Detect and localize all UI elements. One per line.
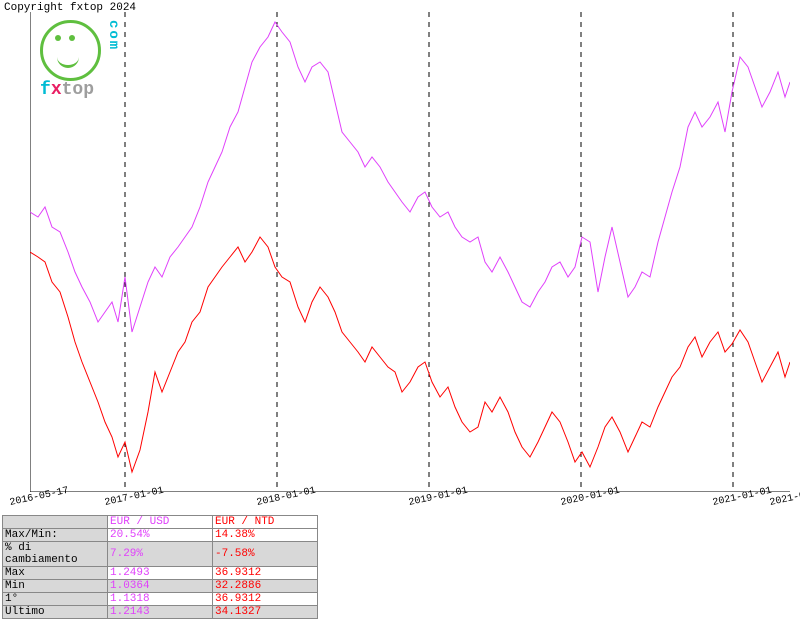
row-ntd-value: 32.2886 (213, 580, 318, 593)
row-label: Max (3, 567, 108, 580)
row-label: % di cambiamento (3, 542, 108, 567)
row-ntd-value: 34.1327 (213, 606, 318, 619)
table-row: Ultimo1.214334.1327 (3, 606, 318, 619)
row-ntd-value: -7.58% (213, 542, 318, 567)
row-ntd-value: 36.9312 (213, 567, 318, 580)
table-row: Max1.249336.9312 (3, 567, 318, 580)
header-blank (3, 516, 108, 529)
row-usd-value: 1.1318 (108, 593, 213, 606)
x-axis-labels: 2016-05-172017-01-012018-01-012019-01-01… (0, 494, 800, 514)
row-usd-value: 20.54% (108, 529, 213, 542)
series-line (30, 237, 790, 472)
row-label: Min (3, 580, 108, 593)
header-ntd: EUR / NTD (213, 516, 318, 529)
row-usd-value: 1.2493 (108, 567, 213, 580)
row-label: Ultimo (3, 606, 108, 619)
row-usd-value: 1.0364 (108, 580, 213, 593)
row-label: 1° (3, 593, 108, 606)
table-header-row: EUR / USD EUR / NTD (3, 516, 318, 529)
series-line (30, 22, 790, 332)
row-label: Max/Min: (3, 529, 108, 542)
exchange-rate-chart (30, 12, 790, 492)
table-row: Min1.036432.2886 (3, 580, 318, 593)
stats-table: EUR / USD EUR / NTD Max/Min:20.54%14.38%… (2, 515, 318, 619)
table-row: % di cambiamento7.29%-7.58% (3, 542, 318, 567)
header-usd: EUR / USD (108, 516, 213, 529)
table-row: 1°1.131836.9312 (3, 593, 318, 606)
row-ntd-value: 14.38% (213, 529, 318, 542)
row-usd-value: 1.2143 (108, 606, 213, 619)
row-usd-value: 7.29% (108, 542, 213, 567)
row-ntd-value: 36.9312 (213, 593, 318, 606)
table-row: Max/Min:20.54%14.38% (3, 529, 318, 542)
